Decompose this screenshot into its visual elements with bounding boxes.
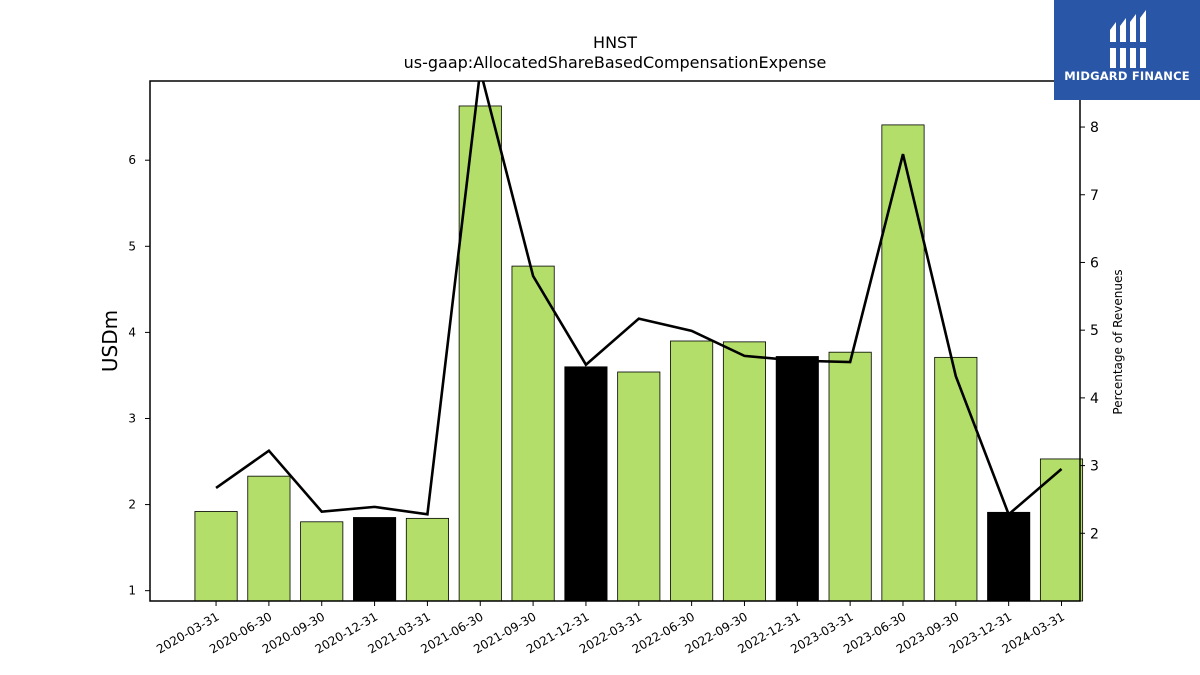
y2-tick-label-3: 3 xyxy=(1090,459,1099,475)
bar-2020-09-30 xyxy=(300,521,344,602)
y-axis-label: USDm xyxy=(98,310,122,372)
y2-tick-label-5: 5 xyxy=(1090,323,1099,339)
chart-subtitle: us-gaap:AllocatedShareBasedCompensationE… xyxy=(404,53,827,72)
bar-2021-09-30 xyxy=(511,265,555,602)
chart-title: HNST xyxy=(593,33,637,52)
bar-2023-03-31 xyxy=(828,351,872,602)
y-tick-label-2: 2 xyxy=(128,498,136,512)
bar-2021-03-31 xyxy=(405,517,449,602)
y2-axis-label: Percentage of Revenues xyxy=(1111,269,1125,414)
bar-2020-12-31 xyxy=(353,517,397,602)
bar-2023-09-30 xyxy=(934,356,978,602)
y-tick-label-1: 1 xyxy=(128,584,136,598)
y-tick-label-3: 3 xyxy=(128,411,136,425)
y2-tick-label-2: 2 xyxy=(1090,526,1099,542)
bar-2022-03-31 xyxy=(617,371,661,602)
bar-2020-03-31 xyxy=(194,511,238,602)
bar-2021-12-31 xyxy=(564,366,608,602)
percentage-line xyxy=(215,81,1063,517)
y2-tick-label-6: 6 xyxy=(1090,255,1099,271)
logo-badge: MIDGARD FINANCE xyxy=(1054,0,1200,100)
midgard-logo-icon xyxy=(1108,10,1148,68)
y2-tick-label-8: 8 xyxy=(1090,120,1099,136)
y-tick-label-6: 6 xyxy=(128,153,136,167)
bar-2020-06-30 xyxy=(247,475,291,602)
y2-tick-label-4: 4 xyxy=(1090,391,1099,407)
left-axis: 1 2 3 4 5 6 xyxy=(128,153,150,598)
bar-2023-06-30 xyxy=(881,124,925,602)
line-layer xyxy=(215,81,1063,517)
bar-2022-09-30 xyxy=(722,341,766,602)
plot-frame xyxy=(149,80,1081,602)
x-axis: 2020-03-312020-06-302020-09-302020-12-31… xyxy=(154,601,1067,656)
y-tick-label-5: 5 xyxy=(128,239,136,253)
logo-text: MIDGARD FINANCE xyxy=(1064,69,1190,83)
y2-tick-label-7: 7 xyxy=(1090,188,1099,204)
bar-2023-12-31 xyxy=(987,511,1031,602)
bar-2021-06-30 xyxy=(458,105,502,602)
y-tick-label-4: 4 xyxy=(128,325,136,339)
bar-2022-12-31 xyxy=(775,356,819,602)
bar-2022-06-30 xyxy=(670,340,714,602)
right-axis: 2 3 4 5 6 7 8 xyxy=(1080,120,1099,542)
